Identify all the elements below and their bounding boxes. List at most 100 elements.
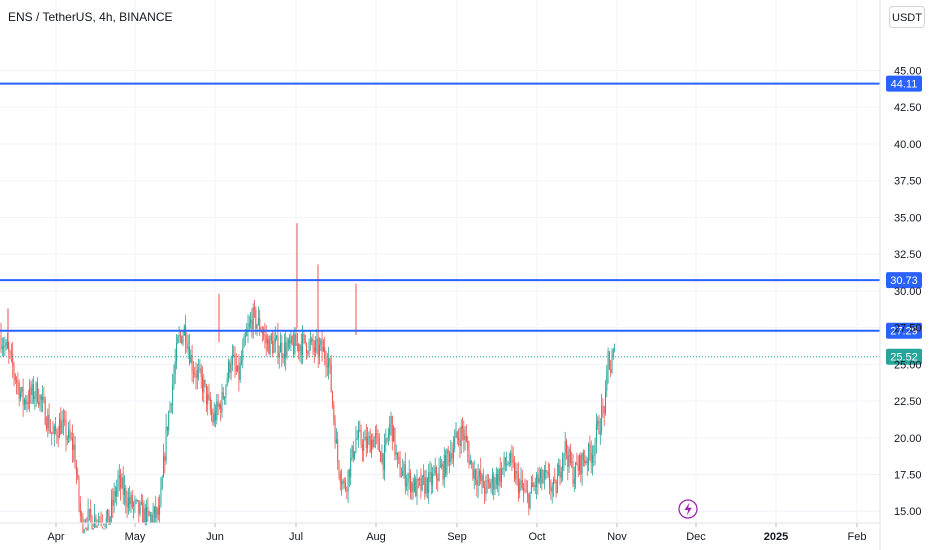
candle [27,390,29,410]
candle [286,337,288,360]
candle [36,377,38,404]
candle [338,459,340,480]
candle [329,357,331,375]
candle [408,460,410,490]
candle [521,469,523,491]
candle [485,475,487,502]
candle [139,500,141,517]
candle [94,503,96,528]
candle [238,354,240,392]
price-tick-label: 32.50 [894,249,922,261]
candle [169,401,171,414]
candle [529,491,531,510]
candle [182,330,184,347]
candle [356,429,358,441]
candle [423,464,424,486]
candle [216,393,218,425]
candle [217,393,219,416]
candle [303,330,305,344]
candle [259,309,261,336]
candle [597,416,599,431]
time-tick-label: Dec [686,531,706,543]
candle [298,342,300,360]
candle [321,330,323,362]
candle [488,474,489,489]
candle [289,334,291,350]
candle [20,386,21,402]
candle [420,468,422,499]
candle [117,469,119,497]
time-axis[interactable]: Apr May Jun Jul Aug Sep Oct Nov Dec 2025 Feb [0,522,880,543]
candle [360,424,362,449]
candle [39,393,41,412]
candle [221,383,223,418]
candle [170,402,172,413]
lightning-alert-icon[interactable] [678,499,698,519]
candle [592,445,593,476]
candle [498,467,500,497]
candle [155,496,157,523]
candle [78,475,80,513]
candle [584,449,586,467]
candle [512,446,514,469]
candle [74,436,76,469]
candle [196,363,198,390]
candle [337,431,339,470]
candle [21,386,23,398]
time-tick-label: Aug [366,531,386,543]
candle [542,469,544,485]
price-axis[interactable]: 15.00 17.50 20.00 22.50 25.00 27.50 30.00 32.50… [879,0,922,550]
candle [144,503,146,526]
time-tick-label: Jun [206,531,224,543]
candle [133,501,135,519]
candle [99,515,101,523]
candle [372,433,374,450]
candle [152,502,154,523]
candle [186,332,188,353]
currency-unit-button[interactable]: USDT [889,6,925,28]
candle [428,463,430,504]
candle [33,376,34,404]
candle [55,417,57,435]
candle [47,408,49,438]
candle [5,339,7,351]
candle [280,332,281,353]
price-tick-label: 30.00 [894,286,922,298]
candle [376,424,378,445]
candle [351,445,353,461]
candle [398,451,400,465]
candle [572,453,574,488]
candle [390,411,392,436]
candle [520,467,522,491]
candle [313,340,315,364]
candle [480,457,482,485]
horizontal-levels[interactable]: 44.11 30.73 27.29 25.52 [0,75,922,365]
candle [514,456,515,483]
candle [83,519,85,534]
candle [562,452,564,482]
candle [446,448,448,478]
candle [296,332,298,352]
candle [478,468,480,486]
candle [290,330,292,351]
candle [51,431,53,446]
candle [23,397,25,411]
candle [343,477,345,489]
candle [241,350,242,366]
candle [220,400,222,422]
candle [407,472,409,496]
candle [534,477,536,495]
last-price-tag [886,348,922,365]
candle [230,356,232,381]
candle [157,497,159,521]
candle [73,433,75,462]
candle [179,329,181,343]
price-tick-label: 22.50 [894,396,922,408]
last-price-label: 25.52 [890,352,918,364]
candle [112,488,114,519]
candle [579,453,580,476]
candle [311,336,313,345]
candle [402,458,404,477]
candle [347,469,349,504]
